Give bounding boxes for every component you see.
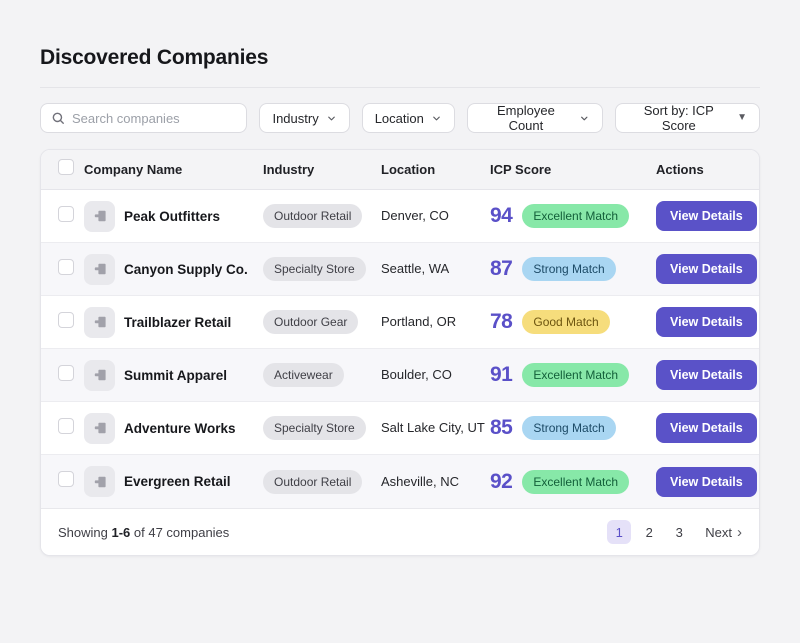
match-badge: Strong Match — [522, 416, 616, 440]
page-button-3[interactable]: 3 — [667, 520, 691, 544]
table-row: Trailblazer Retail Outdoor Gear Portland… — [41, 296, 759, 349]
company-building-icon — [84, 412, 115, 444]
table-row: Canyon Supply Co. Specialty Store Seattl… — [41, 243, 759, 296]
icp-score: 91 — [490, 363, 513, 386]
match-badge: Excellent Match — [522, 469, 630, 494]
results-summary: Showing 1-6 of 47 companies — [58, 524, 230, 540]
results-range: 1-6 — [111, 524, 131, 540]
filter-toolbar: Industry Location Employee Count Sort by… — [40, 103, 760, 133]
industry-chip: Outdoor Gear — [263, 310, 359, 334]
next-label: Next — [705, 524, 732, 540]
table-row: Peak Outfitters Outdoor Retail Denver, C… — [41, 190, 759, 243]
table-row: Evergreen Retail Outdoor Retail Ashevill… — [41, 455, 759, 508]
table-row: Adventure Works Specialty Store Salt Lak… — [41, 402, 759, 455]
icp-score: 87 — [490, 257, 513, 280]
table-footer: Showing 1-6 of 47 companies 1 2 3 Next › — [41, 508, 759, 555]
company-location: Denver, CO — [381, 208, 449, 223]
pagination: 1 2 3 Next › — [607, 520, 742, 544]
industry-filter-dropdown[interactable]: Industry — [259, 103, 350, 133]
column-header-actions: Actions — [656, 162, 704, 177]
company-location: Seattle, WA — [381, 261, 450, 276]
search-icon — [52, 112, 64, 124]
company-name: Peak Outfitters — [124, 208, 221, 224]
sort-by-dropdown[interactable]: Sort by: ICP Score ▼ — [614, 103, 760, 133]
page-button-2[interactable]: 2 — [637, 520, 661, 544]
title-divider — [40, 87, 760, 88]
page: Discovered Companies Industry Location E… — [0, 46, 800, 556]
search-input[interactable] — [72, 110, 237, 126]
company-location: Asheville, NC — [381, 473, 460, 489]
company-name: Evergreen Retail — [124, 474, 231, 489]
view-details-button[interactable]: View Details — [656, 360, 757, 390]
column-header-icp: ICP Score — [490, 162, 552, 177]
match-badge: Excellent Match — [522, 204, 630, 228]
row-checkbox[interactable] — [58, 311, 74, 328]
company-building-icon — [84, 306, 115, 338]
chevron-down-icon — [433, 116, 440, 120]
match-badge: Strong Match — [522, 257, 616, 281]
icp-score: 94 — [490, 204, 513, 227]
view-details-button[interactable]: View Details — [656, 307, 757, 337]
industry-chip: Activewear — [263, 363, 344, 387]
table-body: Peak Outfitters Outdoor Retail Denver, C… — [41, 190, 759, 508]
search-box[interactable] — [40, 103, 248, 133]
company-name: Summit Apparel — [124, 367, 228, 383]
view-details-button[interactable]: View Details — [656, 254, 757, 284]
icp-score: 92 — [490, 469, 513, 493]
icp-score: 78 — [490, 310, 513, 333]
industry-chip: Specialty Store — [263, 416, 366, 440]
chevron-down-icon — [581, 116, 588, 120]
table-row: Summit Apparel Activewear Boulder, CO 91… — [41, 349, 759, 402]
table-header-row: Company Name Industry Location ICP Score… — [41, 150, 759, 190]
industry-chip: Outdoor Retail — [263, 469, 363, 494]
next-page-button[interactable]: Next › — [705, 525, 742, 540]
companies-table: Company Name Industry Location ICP Score… — [40, 149, 760, 556]
row-checkbox[interactable] — [58, 364, 74, 381]
company-location: Portland, OR — [381, 314, 457, 329]
match-badge: Excellent Match — [522, 363, 630, 387]
industry-chip: Specialty Store — [263, 257, 366, 281]
select-all-checkbox[interactable] — [58, 159, 74, 175]
row-checkbox[interactable] — [58, 205, 74, 222]
page-title: Discovered Companies — [40, 46, 269, 69]
employee-count-filter-label: Employee Count — [497, 103, 555, 133]
column-header-location: Location — [381, 162, 436, 177]
match-badge: Good Match — [522, 310, 610, 334]
employee-count-filter-dropdown[interactable]: Employee Count — [466, 103, 603, 133]
company-name: Canyon Supply Co. — [124, 261, 248, 277]
column-header-company: Company Name — [84, 162, 183, 177]
company-building-icon — [84, 466, 115, 497]
company-name: Adventure Works — [124, 420, 236, 436]
sort-by-label: Sort by: ICP Score — [643, 103, 714, 133]
page-button-1[interactable]: 1 — [607, 520, 632, 544]
company-building-icon — [84, 359, 115, 391]
chevron-down-icon — [327, 116, 335, 120]
icp-score: 85 — [490, 416, 513, 439]
column-header-industry: Industry — [263, 162, 315, 177]
caret-down-icon: ▼ — [737, 112, 747, 123]
company-building-icon — [84, 200, 115, 232]
row-checkbox[interactable] — [58, 471, 74, 487]
location-filter-dropdown[interactable]: Location — [361, 103, 455, 133]
view-details-button[interactable]: View Details — [656, 466, 757, 497]
industry-filter-label: Industry — [272, 110, 319, 126]
company-building-icon — [84, 253, 115, 285]
row-checkbox[interactable] — [58, 417, 74, 434]
company-name: Trailblazer Retail — [124, 314, 232, 330]
chevron-right-icon: › — [737, 523, 742, 541]
company-location: Boulder, CO — [381, 367, 452, 382]
company-location: Salt Lake City, UT — [381, 420, 485, 435]
location-filter-label: Location — [374, 110, 424, 126]
industry-chip: Outdoor Retail — [263, 204, 363, 228]
view-details-button[interactable]: View Details — [656, 201, 757, 231]
row-checkbox[interactable] — [58, 258, 74, 275]
view-details-button[interactable]: View Details — [656, 413, 757, 443]
